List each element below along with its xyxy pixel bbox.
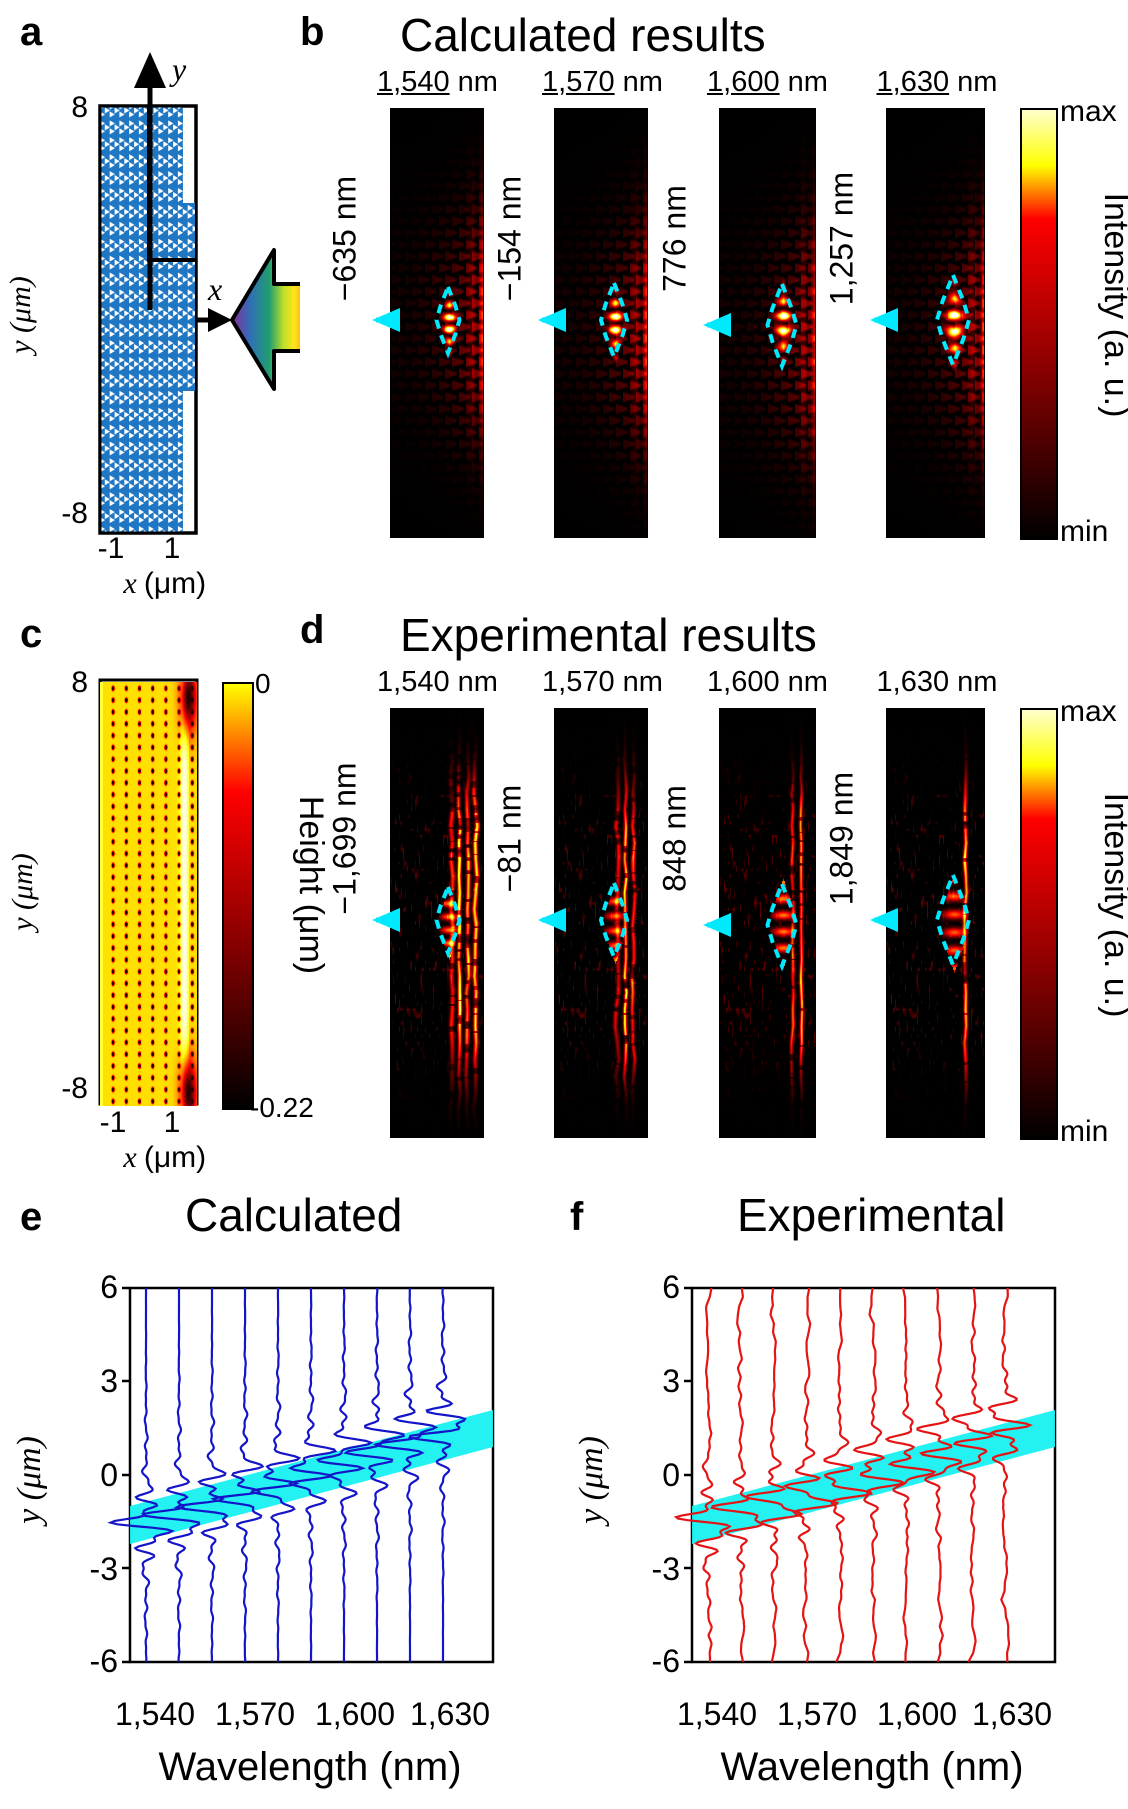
svg-text:1,540: 1,540: [115, 1696, 195, 1732]
svg-text:3: 3: [662, 1363, 680, 1399]
svg-text:1,600: 1,600: [877, 1696, 957, 1732]
svg-text:1,600: 1,600: [315, 1696, 395, 1732]
svg-text:-6: -6: [652, 1643, 680, 1679]
svg-text:1,570: 1,570: [215, 1696, 295, 1732]
svg-text:1,570: 1,570: [777, 1696, 857, 1732]
svg-text:Wavelength (nm): Wavelength (nm): [720, 1745, 1023, 1789]
svg-text:-6: -6: [90, 1643, 118, 1679]
svg-text:6: 6: [100, 1269, 118, 1305]
svg-text:-3: -3: [90, 1551, 118, 1587]
svg-text:-3: -3: [652, 1551, 680, 1587]
svg-text:1,630: 1,630: [972, 1696, 1052, 1732]
svg-text:Wavelength (nm): Wavelength (nm): [158, 1745, 461, 1789]
svg-text:0: 0: [662, 1457, 680, 1493]
svg-text:3: 3: [100, 1363, 118, 1399]
svg-text:y (μm): y (μm): [573, 1436, 610, 1527]
svg-text:0: 0: [100, 1457, 118, 1493]
svg-text:1,540: 1,540: [677, 1696, 757, 1732]
svg-text:y (μm): y (μm): [11, 1436, 48, 1527]
svg-text:1,630: 1,630: [410, 1696, 490, 1732]
svg-text:6: 6: [662, 1269, 680, 1305]
